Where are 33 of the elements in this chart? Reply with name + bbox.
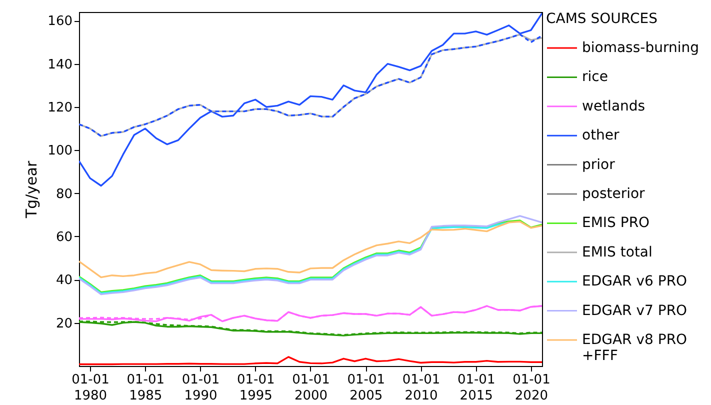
legend-label: rice <box>582 69 608 86</box>
x-tick-label: 01-01 1985 <box>126 372 165 404</box>
x-tick-label: 01-01 1995 <box>236 372 275 404</box>
y-axis-title: Tg/year <box>22 160 41 220</box>
x-tick-label: 01-01 2005 <box>347 372 386 404</box>
y-tick-label: 60 <box>56 230 72 245</box>
line-series <box>79 12 542 187</box>
legend-label: posterior <box>582 186 646 202</box>
legend-label: EDGAR v8 PRO +FFF <box>582 332 688 364</box>
legend-label: EMIS total <box>582 244 652 260</box>
legend-label: EMIS PRO <box>582 215 650 232</box>
legend-label: prior <box>582 156 616 173</box>
legend-label: biomass-burning <box>582 40 699 56</box>
legend-label: EDGAR v6 PRO <box>582 274 688 290</box>
y-tick-label: 40 <box>56 273 72 288</box>
y-tick-label: 100 <box>48 144 72 159</box>
y-tick-label: 20 <box>56 316 72 332</box>
legend-label: EDGAR v7 PRO <box>582 302 688 319</box>
legend-title: CAMS SOURCES <box>546 11 658 27</box>
y-tick-label: 140 <box>48 57 72 72</box>
x-tick-label: 01-01 2000 <box>292 372 330 404</box>
y-tick-label: 120 <box>48 100 72 116</box>
legend-label: wetlands <box>582 98 646 114</box>
x-tick-label: 01-01 1990 <box>182 372 220 404</box>
x-tick-label: 01-01 2020 <box>512 372 550 404</box>
x-tick-label: 01-01 2010 <box>402 372 440 404</box>
x-tick-label: 01-01 2015 <box>457 372 496 404</box>
line-series <box>79 356 542 366</box>
x-tick-label: 01-01 1980 <box>72 372 110 404</box>
y-tick-label: 80 <box>56 186 72 202</box>
y-tick-label: 160 <box>48 14 72 30</box>
line-series <box>79 220 542 278</box>
legend-label: other <box>582 128 620 144</box>
